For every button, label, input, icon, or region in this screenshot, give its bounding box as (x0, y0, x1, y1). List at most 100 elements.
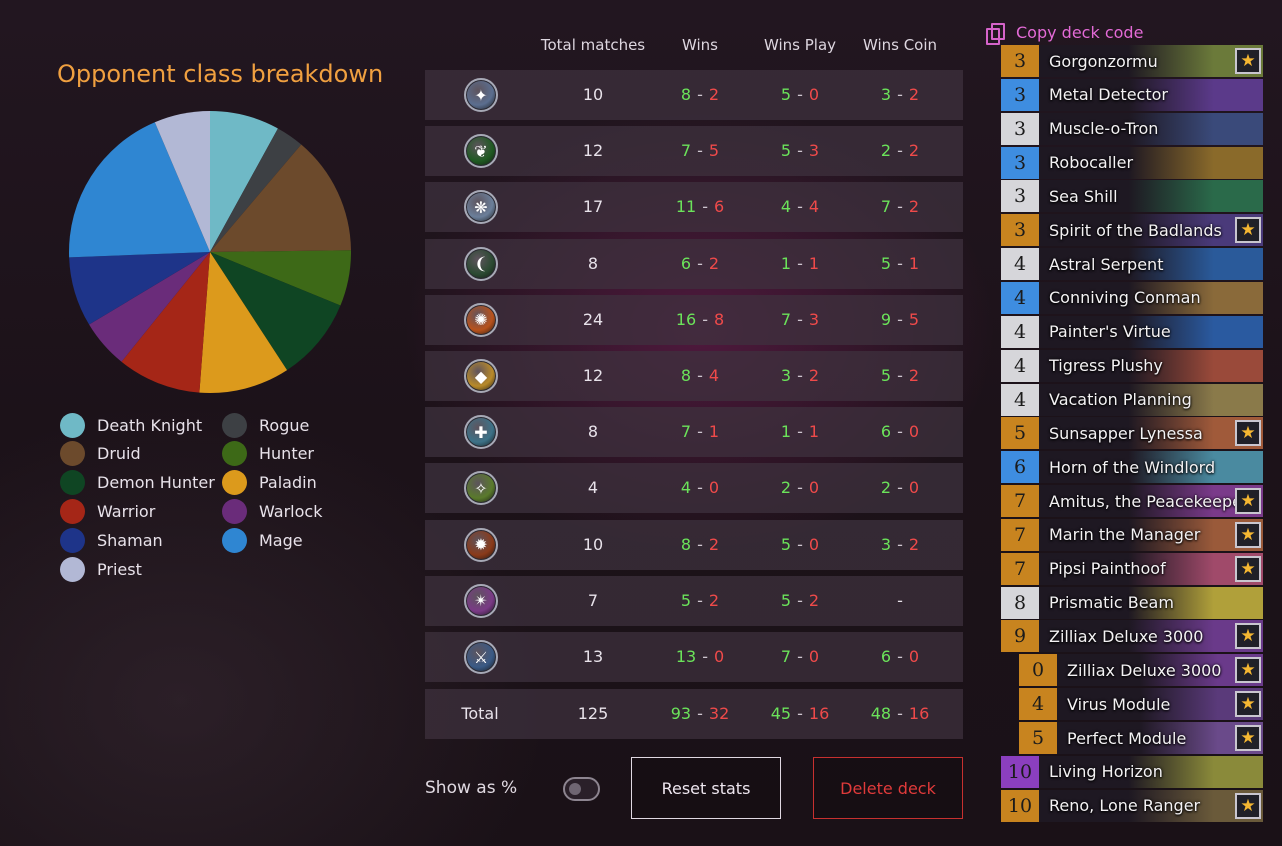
card-art: Living Horizon (1039, 755, 1263, 788)
legend-color-dot (60, 470, 85, 496)
delete-deck-button[interactable]: Delete deck (813, 757, 963, 819)
card-cost: 5 (1019, 722, 1057, 754)
copy-icon (986, 22, 1005, 45)
table-row[interactable]: ⚔ 13 13-0 7-0 6-0 (425, 632, 963, 682)
table-row[interactable]: ❨ 8 6-2 1-1 5-1 (425, 238, 963, 289)
deck-card[interactable]: 3 Spirit of the Badlands ★ (1001, 214, 1263, 247)
table-row[interactable]: ✧ 4 4-0 2-0 2-0 (425, 463, 963, 514)
table-row[interactable]: ✴ 7 5-2 5-2 - (425, 575, 963, 626)
deck-card[interactable]: 6 Horn of the Windlord (1001, 451, 1263, 484)
card-name: Virus Module (1067, 694, 1171, 714)
pie-slice-hunter[interactable] (210, 250, 351, 306)
card-cost: 8 (1001, 586, 1039, 619)
total-label: Total (461, 704, 499, 723)
total-matches-value: 17 (582, 197, 604, 217)
card-art: Sunsapper Lynessa ★ (1039, 417, 1263, 450)
pie-slice-demon-hunter[interactable] (210, 252, 341, 371)
deck-card[interactable]: 4 Tigress Plushy (1001, 349, 1263, 382)
legendary-star-icon: ★ (1235, 521, 1261, 548)
legendary-star-icon: ★ (1235, 725, 1261, 751)
deck-card[interactable]: 3 Robocaller (1001, 146, 1263, 179)
pie-slice-warlock[interactable] (89, 252, 210, 362)
legend-item-rogue[interactable]: Rogue (222, 412, 309, 438)
wins-play-loss: 1 (808, 422, 820, 442)
pie-slice-druid[interactable] (210, 144, 351, 252)
deck-card[interactable]: 3 Muscle-o-Tron (1001, 112, 1263, 145)
deck-card[interactable]: 4 Virus Module ★ (1019, 688, 1263, 721)
deck-card[interactable]: 0 Zilliax Deluxe 3000 ★ (1019, 654, 1263, 687)
wins-value: 16-8 (675, 309, 725, 329)
deck-card[interactable]: 4 Vacation Planning (1001, 383, 1263, 416)
deck-card[interactable]: 4 Painter's Virtue (1001, 315, 1263, 348)
warlock-class-icon: ✴ (464, 583, 498, 618)
deck-card[interactable]: 3 Sea Shill (1001, 180, 1263, 213)
table-row[interactable]: ✦ 10 8-2 5-0 3-2 (425, 70, 963, 120)
table-row[interactable]: ✹ 10 8-2 5-0 3-2 (425, 519, 963, 570)
legend-label: Shaman (97, 530, 163, 550)
legendary-star-icon: ★ (1235, 623, 1261, 650)
card-name: Zilliax Deluxe 3000 (1067, 660, 1222, 680)
deck-card[interactable]: 5 Perfect Module ★ (1019, 722, 1263, 754)
show-percent-toggle[interactable] (563, 777, 600, 801)
wins-play-win: 5 (780, 590, 792, 610)
table-row[interactable]: ❋ 17 11-6 4-4 7-2 (425, 182, 963, 233)
legend-color-dot (60, 441, 85, 467)
pie-slice-warrior[interactable] (121, 252, 210, 393)
card-cost: 7 (1001, 518, 1039, 551)
deck-card[interactable]: 3 Metal Detector (1001, 78, 1263, 111)
table-total-row: Total 125 93-32 45-16 48-16 (425, 689, 963, 739)
legend-label: Warrior (97, 501, 156, 521)
copy-deck-code-label: Copy deck code (1016, 22, 1144, 42)
legend-item-mage[interactable]: Mage (222, 527, 303, 553)
wins-win: 8 (680, 534, 692, 554)
legend-item-paladin[interactable]: Paladin (222, 470, 317, 496)
table-row[interactable]: ◆ 12 8-4 3-2 5-2 (425, 351, 963, 401)
card-name: Amitus, the Peacekeeper (1049, 491, 1249, 511)
pie-slice-mage[interactable] (69, 122, 210, 258)
card-cost: 3 (1001, 112, 1039, 145)
deck-card[interactable]: 7 Pipsi Painthoof ★ (1001, 552, 1263, 585)
legend-item-demon-hunter[interactable]: Demon Hunter (60, 470, 215, 496)
table-row[interactable]: ✺ 24 16-8 7-3 9-5 (425, 294, 963, 345)
legend-item-shaman[interactable]: Shaman (60, 527, 163, 553)
legend-item-warlock[interactable]: Warlock (222, 498, 322, 524)
deck-card[interactable]: 5 Sunsapper Lynessa ★ (1001, 417, 1263, 450)
legend-item-priest[interactable]: Priest (60, 556, 142, 582)
card-cost: 4 (1019, 688, 1057, 721)
wins-coin-win: 3 (880, 534, 892, 554)
pie-slice-priest[interactable] (154, 111, 210, 252)
wins-win: 13 (675, 647, 697, 666)
card-art: Robocaller (1039, 146, 1263, 179)
wins-loss: 0 (713, 647, 725, 666)
legend-item-warrior[interactable]: Warrior (60, 498, 155, 524)
legend-item-hunter[interactable]: Hunter (222, 441, 314, 467)
death-knight-class-icon: ✦ (464, 78, 498, 112)
deck-card[interactable]: 8 Prismatic Beam (1001, 586, 1263, 619)
deck-card[interactable]: 4 Astral Serpent (1001, 248, 1263, 281)
copy-deck-code-button[interactable]: Copy deck code (986, 20, 1144, 45)
pie-slice-paladin[interactable] (199, 252, 288, 393)
legend-label: Rogue (259, 415, 310, 435)
pie-slice-shaman[interactable] (69, 252, 210, 325)
card-cost: 4 (1001, 248, 1039, 281)
deck-card[interactable]: 10 Reno, Lone Ranger ★ (1001, 789, 1263, 822)
total-matches-value: 4 (587, 478, 599, 498)
deck-card[interactable]: 3 Gorgonzormu ★ (1001, 45, 1263, 77)
table-row[interactable]: ❦ 12 7-5 5-3 2-2 (425, 126, 963, 177)
deck-card[interactable]: 7 Marin the Manager ★ (1001, 518, 1263, 551)
pie-slice-rogue[interactable] (210, 128, 302, 252)
card-cost: 10 (1001, 755, 1039, 788)
deck-card[interactable]: 4 Conniving Conman (1001, 281, 1263, 314)
deck-card[interactable]: 7 Amitus, the Peacekeeper ★ (1001, 485, 1263, 518)
card-cost: 4 (1001, 383, 1039, 416)
deck-card[interactable]: 9 Zilliax Deluxe 3000 ★ (1001, 620, 1263, 653)
pie-slice-death-knight[interactable] (210, 111, 278, 252)
reset-stats-button[interactable]: Reset stats (631, 757, 781, 819)
header-wins-play: Wins Play (763, 36, 837, 54)
wins-play-value: 5-0 (780, 534, 820, 554)
table-row[interactable]: ✚ 8 7-1 1-1 6-0 (425, 407, 963, 458)
card-cost: 6 (1001, 451, 1039, 484)
legend-item-druid[interactable]: Druid (60, 441, 141, 467)
legend-item-death-knight[interactable]: Death Knight (60, 412, 202, 438)
deck-card[interactable]: 10 Living Horizon (1001, 755, 1263, 788)
